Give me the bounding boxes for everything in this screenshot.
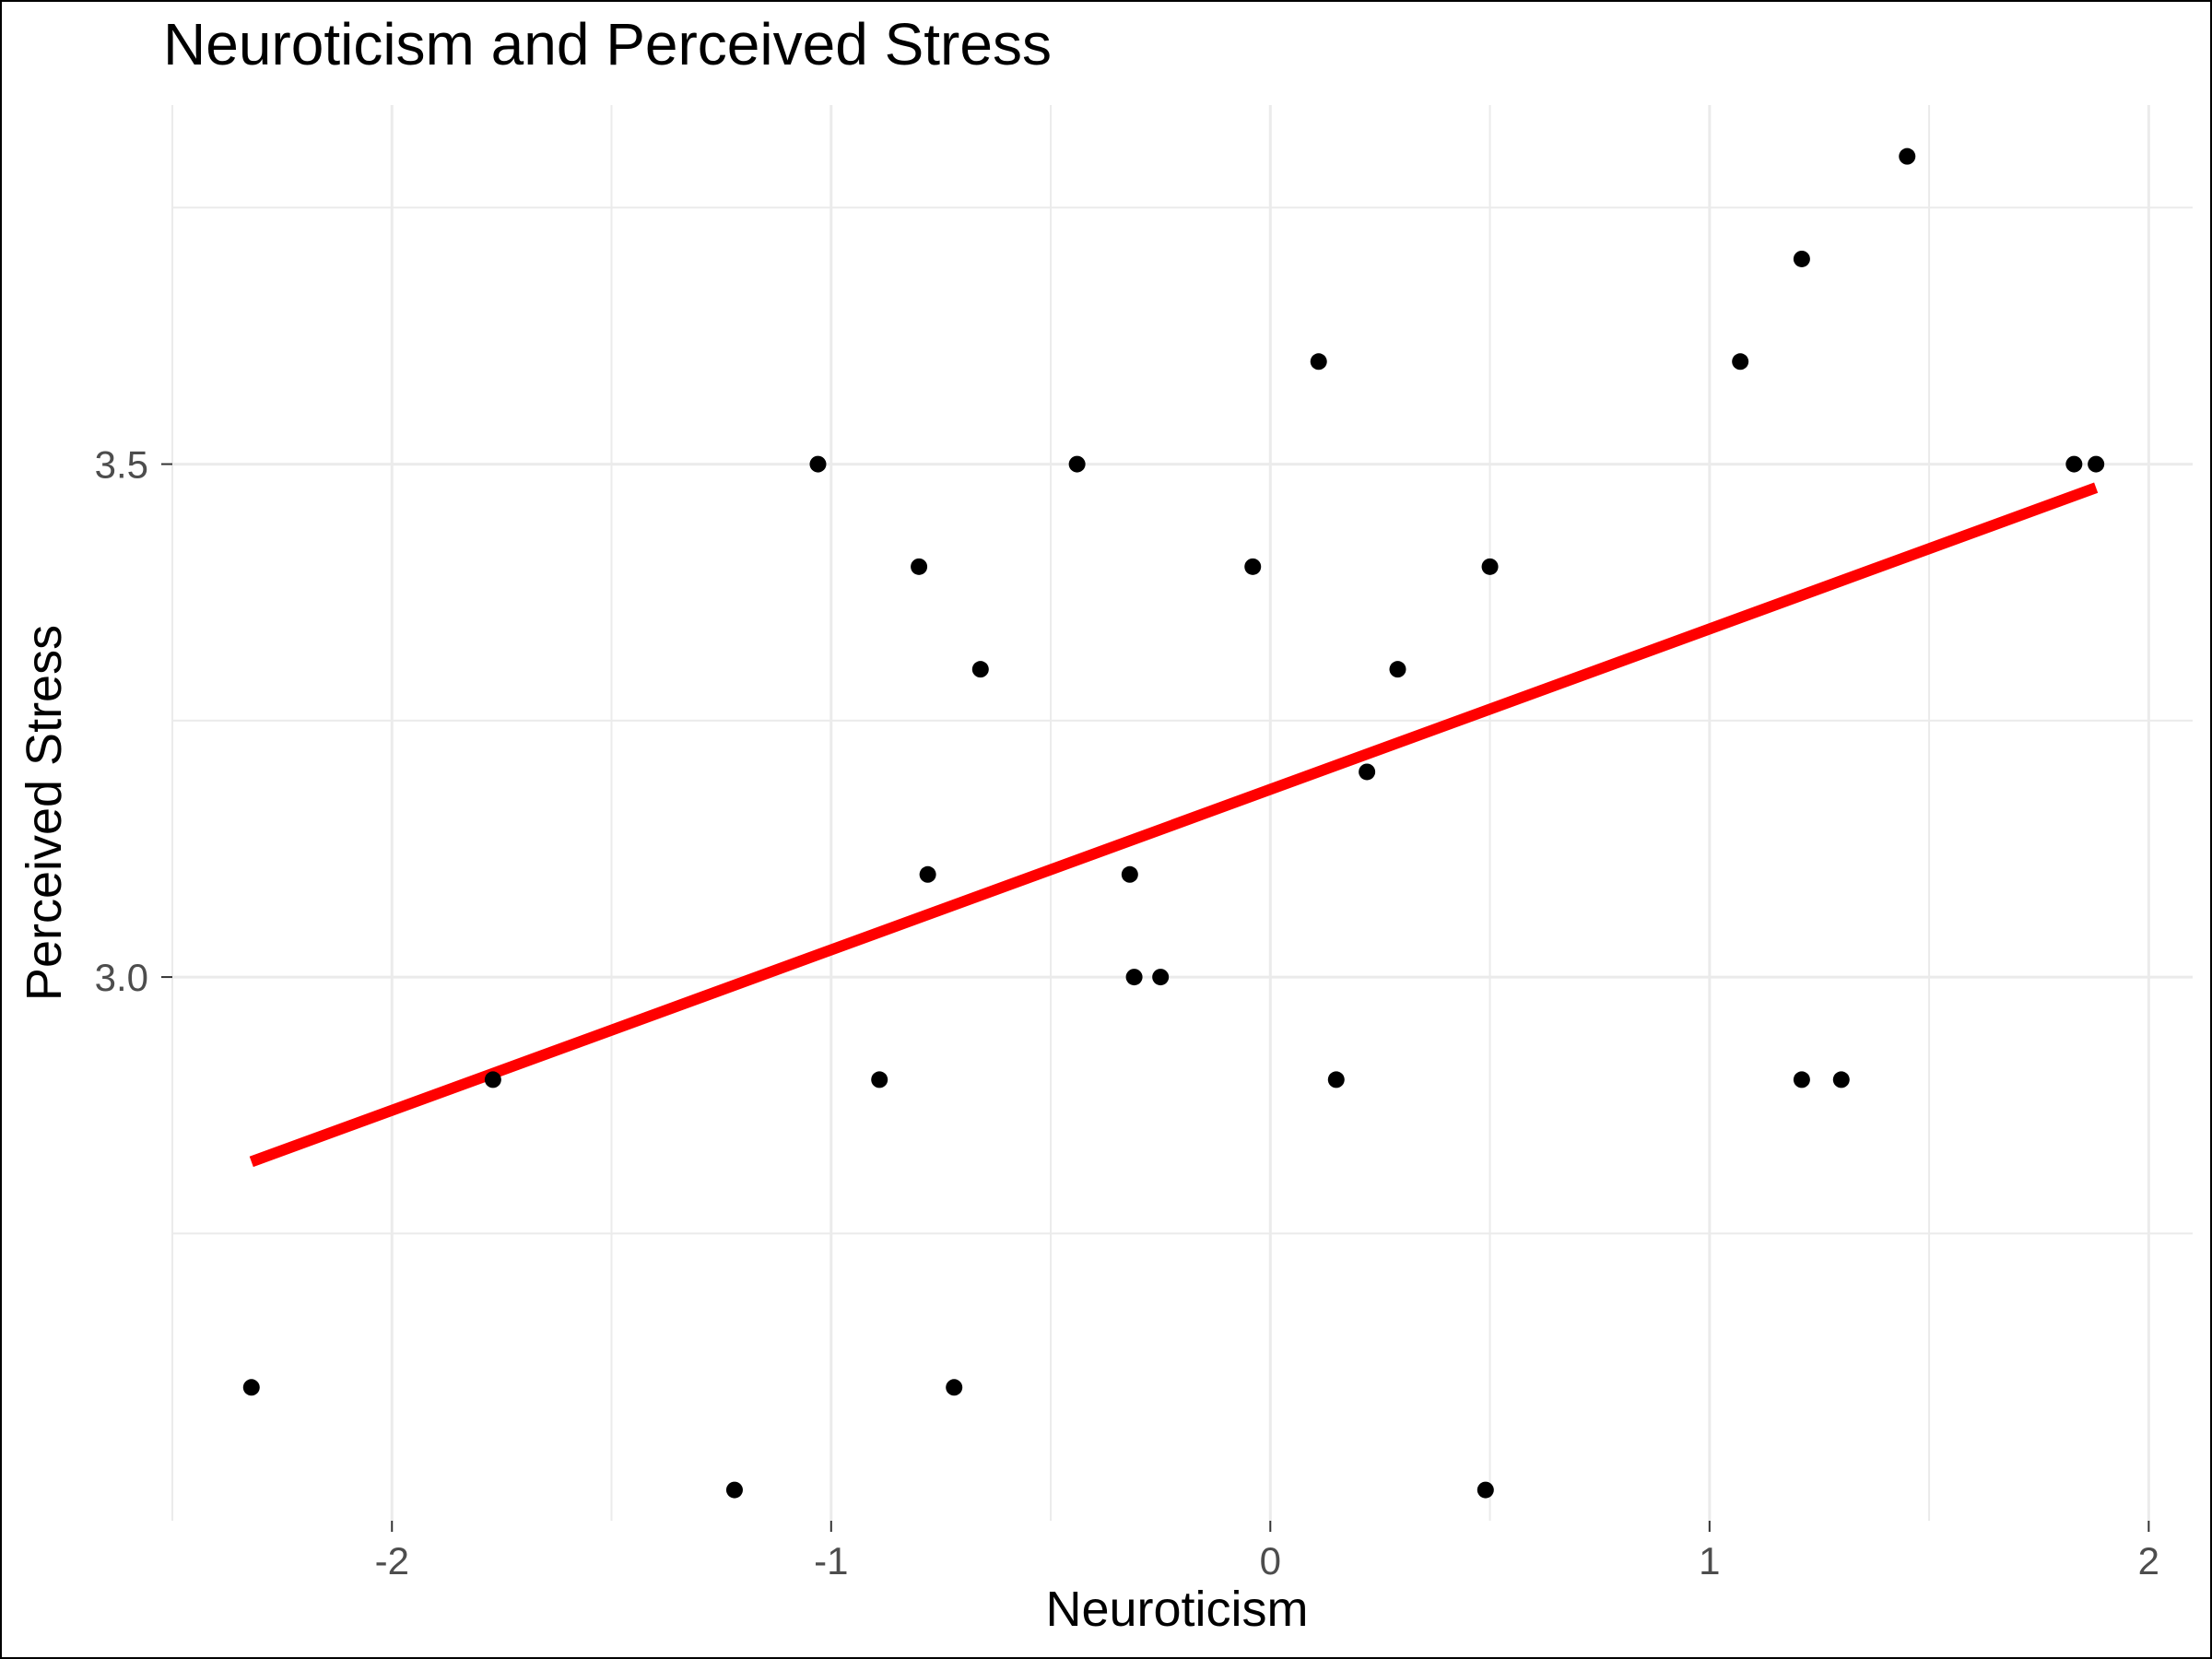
y-axis-label: Perceived Stress bbox=[17, 625, 72, 1001]
data-point bbox=[1832, 1071, 1850, 1088]
data-point bbox=[1327, 1071, 1345, 1088]
data-point bbox=[2088, 455, 2105, 473]
fit-line bbox=[249, 482, 2099, 1168]
data-point bbox=[725, 1481, 743, 1499]
data-point bbox=[946, 1379, 963, 1396]
data-point bbox=[1793, 250, 1810, 267]
data-point bbox=[1359, 763, 1376, 781]
data-point bbox=[1068, 455, 1086, 473]
data-point bbox=[484, 1071, 501, 1088]
data-point bbox=[2065, 455, 2083, 473]
x-axis-ticks: -2 -1 0 1 2 bbox=[375, 1521, 2159, 1583]
x-axis-label: Neuroticism bbox=[1045, 1582, 1308, 1637]
grid bbox=[171, 105, 2193, 1521]
y-tick-label: 3.5 bbox=[95, 443, 148, 487]
chart-title: Neuroticism and Perceived Stress bbox=[163, 11, 1052, 77]
y-tick-label: 3.0 bbox=[95, 956, 148, 999]
data-point bbox=[1244, 558, 1262, 575]
data-point bbox=[1481, 558, 1499, 575]
data-point bbox=[809, 455, 827, 473]
data-point bbox=[1793, 1071, 1810, 1088]
data-point bbox=[971, 661, 989, 678]
fit-line-layer bbox=[249, 482, 2099, 1168]
data-point bbox=[871, 1071, 888, 1088]
x-tick-label: 2 bbox=[2138, 1539, 2159, 1583]
data-point bbox=[1477, 1481, 1494, 1499]
x-tick-label: -2 bbox=[375, 1539, 409, 1583]
y-axis-ticks: 3.0 3.5 bbox=[95, 443, 172, 999]
data-point bbox=[242, 1379, 260, 1396]
x-tick-label: -1 bbox=[814, 1539, 848, 1583]
data-point bbox=[1121, 865, 1138, 883]
data-point bbox=[1899, 147, 1916, 165]
x-tick-label: 0 bbox=[1260, 1539, 1281, 1583]
data-point bbox=[1389, 661, 1406, 678]
x-tick-label: 1 bbox=[1699, 1539, 1720, 1583]
data-point bbox=[1125, 969, 1143, 986]
data-point bbox=[1152, 969, 1170, 986]
data-point bbox=[1310, 353, 1327, 371]
points-layer bbox=[242, 147, 2105, 1499]
data-point bbox=[919, 865, 936, 883]
data-point bbox=[1732, 353, 1749, 371]
data-point bbox=[911, 558, 928, 575]
